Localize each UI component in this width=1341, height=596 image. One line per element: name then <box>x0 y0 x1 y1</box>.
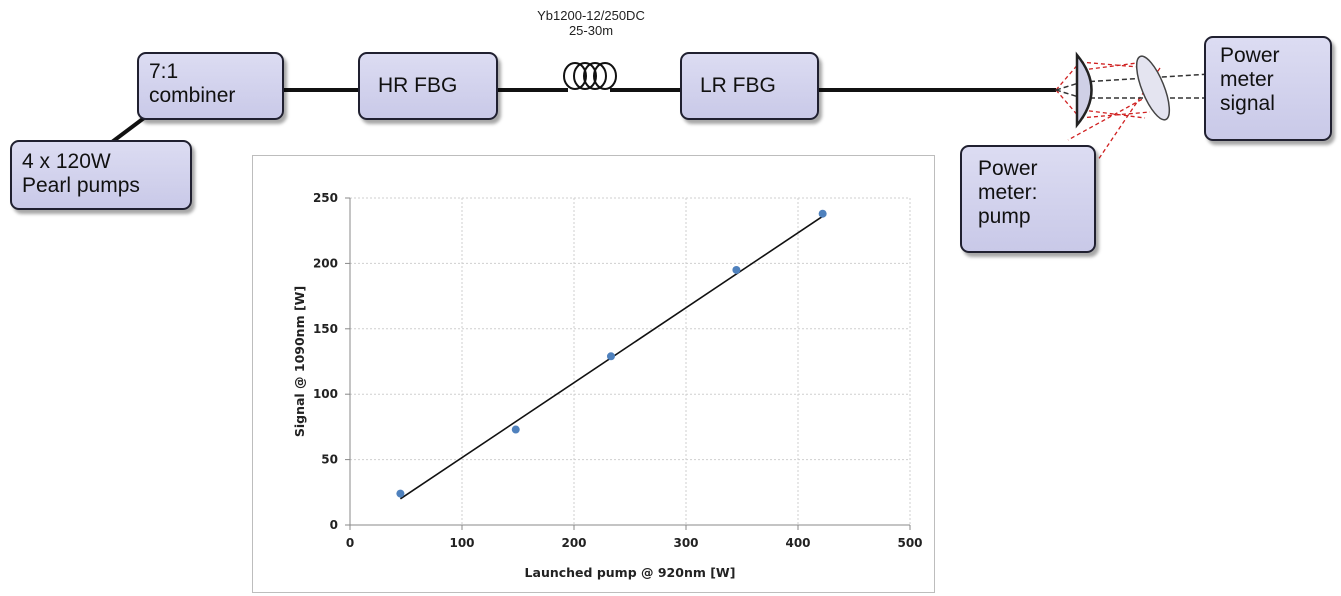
chart-points <box>396 209 827 498</box>
pump-source-box: 4 x 120W Pearl pumps <box>10 140 192 210</box>
y-tick-label: 50 <box>321 453 338 467</box>
chart-ticks: 0 100 200 300 400 500 0 50 100 150 200 250 <box>313 191 923 550</box>
lr-fbg-label: LR FBG <box>700 74 776 97</box>
data-point <box>396 489 405 498</box>
fiber-type-label: Yb1200-12/250DC <box>537 8 645 23</box>
data-point <box>818 209 827 218</box>
y-tick-label: 150 <box>313 322 338 336</box>
y-axis-title: Signal @ 1090nm [W] <box>292 286 307 437</box>
y-tick-label: 250 <box>313 191 338 205</box>
x-tick-label: 500 <box>897 536 922 550</box>
fiber-annotation: Yb1200-12/250DC 25-30m <box>511 8 671 38</box>
power-meter-signal-box: Power meter signal <box>1204 36 1332 141</box>
power-meter-pump-label: Power meter: pump <box>978 157 1038 228</box>
fiber-coil-icon <box>563 62 617 90</box>
x-tick-label: 200 <box>561 536 586 550</box>
y-tick-label: 200 <box>313 256 338 270</box>
power-meter-signal-label: Power meter signal <box>1220 44 1280 115</box>
y-tick-label: 0 <box>330 518 338 532</box>
dichroic-mirror-icon <box>1075 51 1093 129</box>
power-meter-pump-box: Power meter: pump <box>960 145 1096 253</box>
chart-frame <box>252 155 935 593</box>
lens-icon <box>1135 55 1171 121</box>
x-tick-label: 400 <box>785 536 810 550</box>
pump-source-label: 4 x 120W Pearl pumps <box>22 150 140 197</box>
x-tick-label: 0 <box>346 536 354 550</box>
lr-fbg-box: LR FBG <box>680 52 819 120</box>
output-power-chart: 0 100 200 300 400 500 0 50 100 150 200 250 Launched… <box>292 191 923 580</box>
x-axis-title: Launched pump @ 920nm [W] <box>525 565 736 580</box>
fiber-length-label: 25-30m <box>568 23 614 38</box>
combiner-box: 7:1 combiner <box>137 52 284 120</box>
y-tick-label: 100 <box>313 387 338 401</box>
chart-grid <box>350 197 911 525</box>
hr-fbg-label: HR FBG <box>378 74 458 97</box>
x-tick-label: 100 <box>449 536 474 550</box>
data-point <box>732 265 741 274</box>
chart-axes <box>349 198 910 526</box>
pump-beam <box>1055 61 1161 161</box>
data-point <box>606 352 615 361</box>
data-point <box>511 425 520 434</box>
hr-fbg-box: HR FBG <box>358 52 498 120</box>
combiner-label: 7:1 combiner <box>149 60 236 107</box>
x-tick-label: 300 <box>673 536 698 550</box>
